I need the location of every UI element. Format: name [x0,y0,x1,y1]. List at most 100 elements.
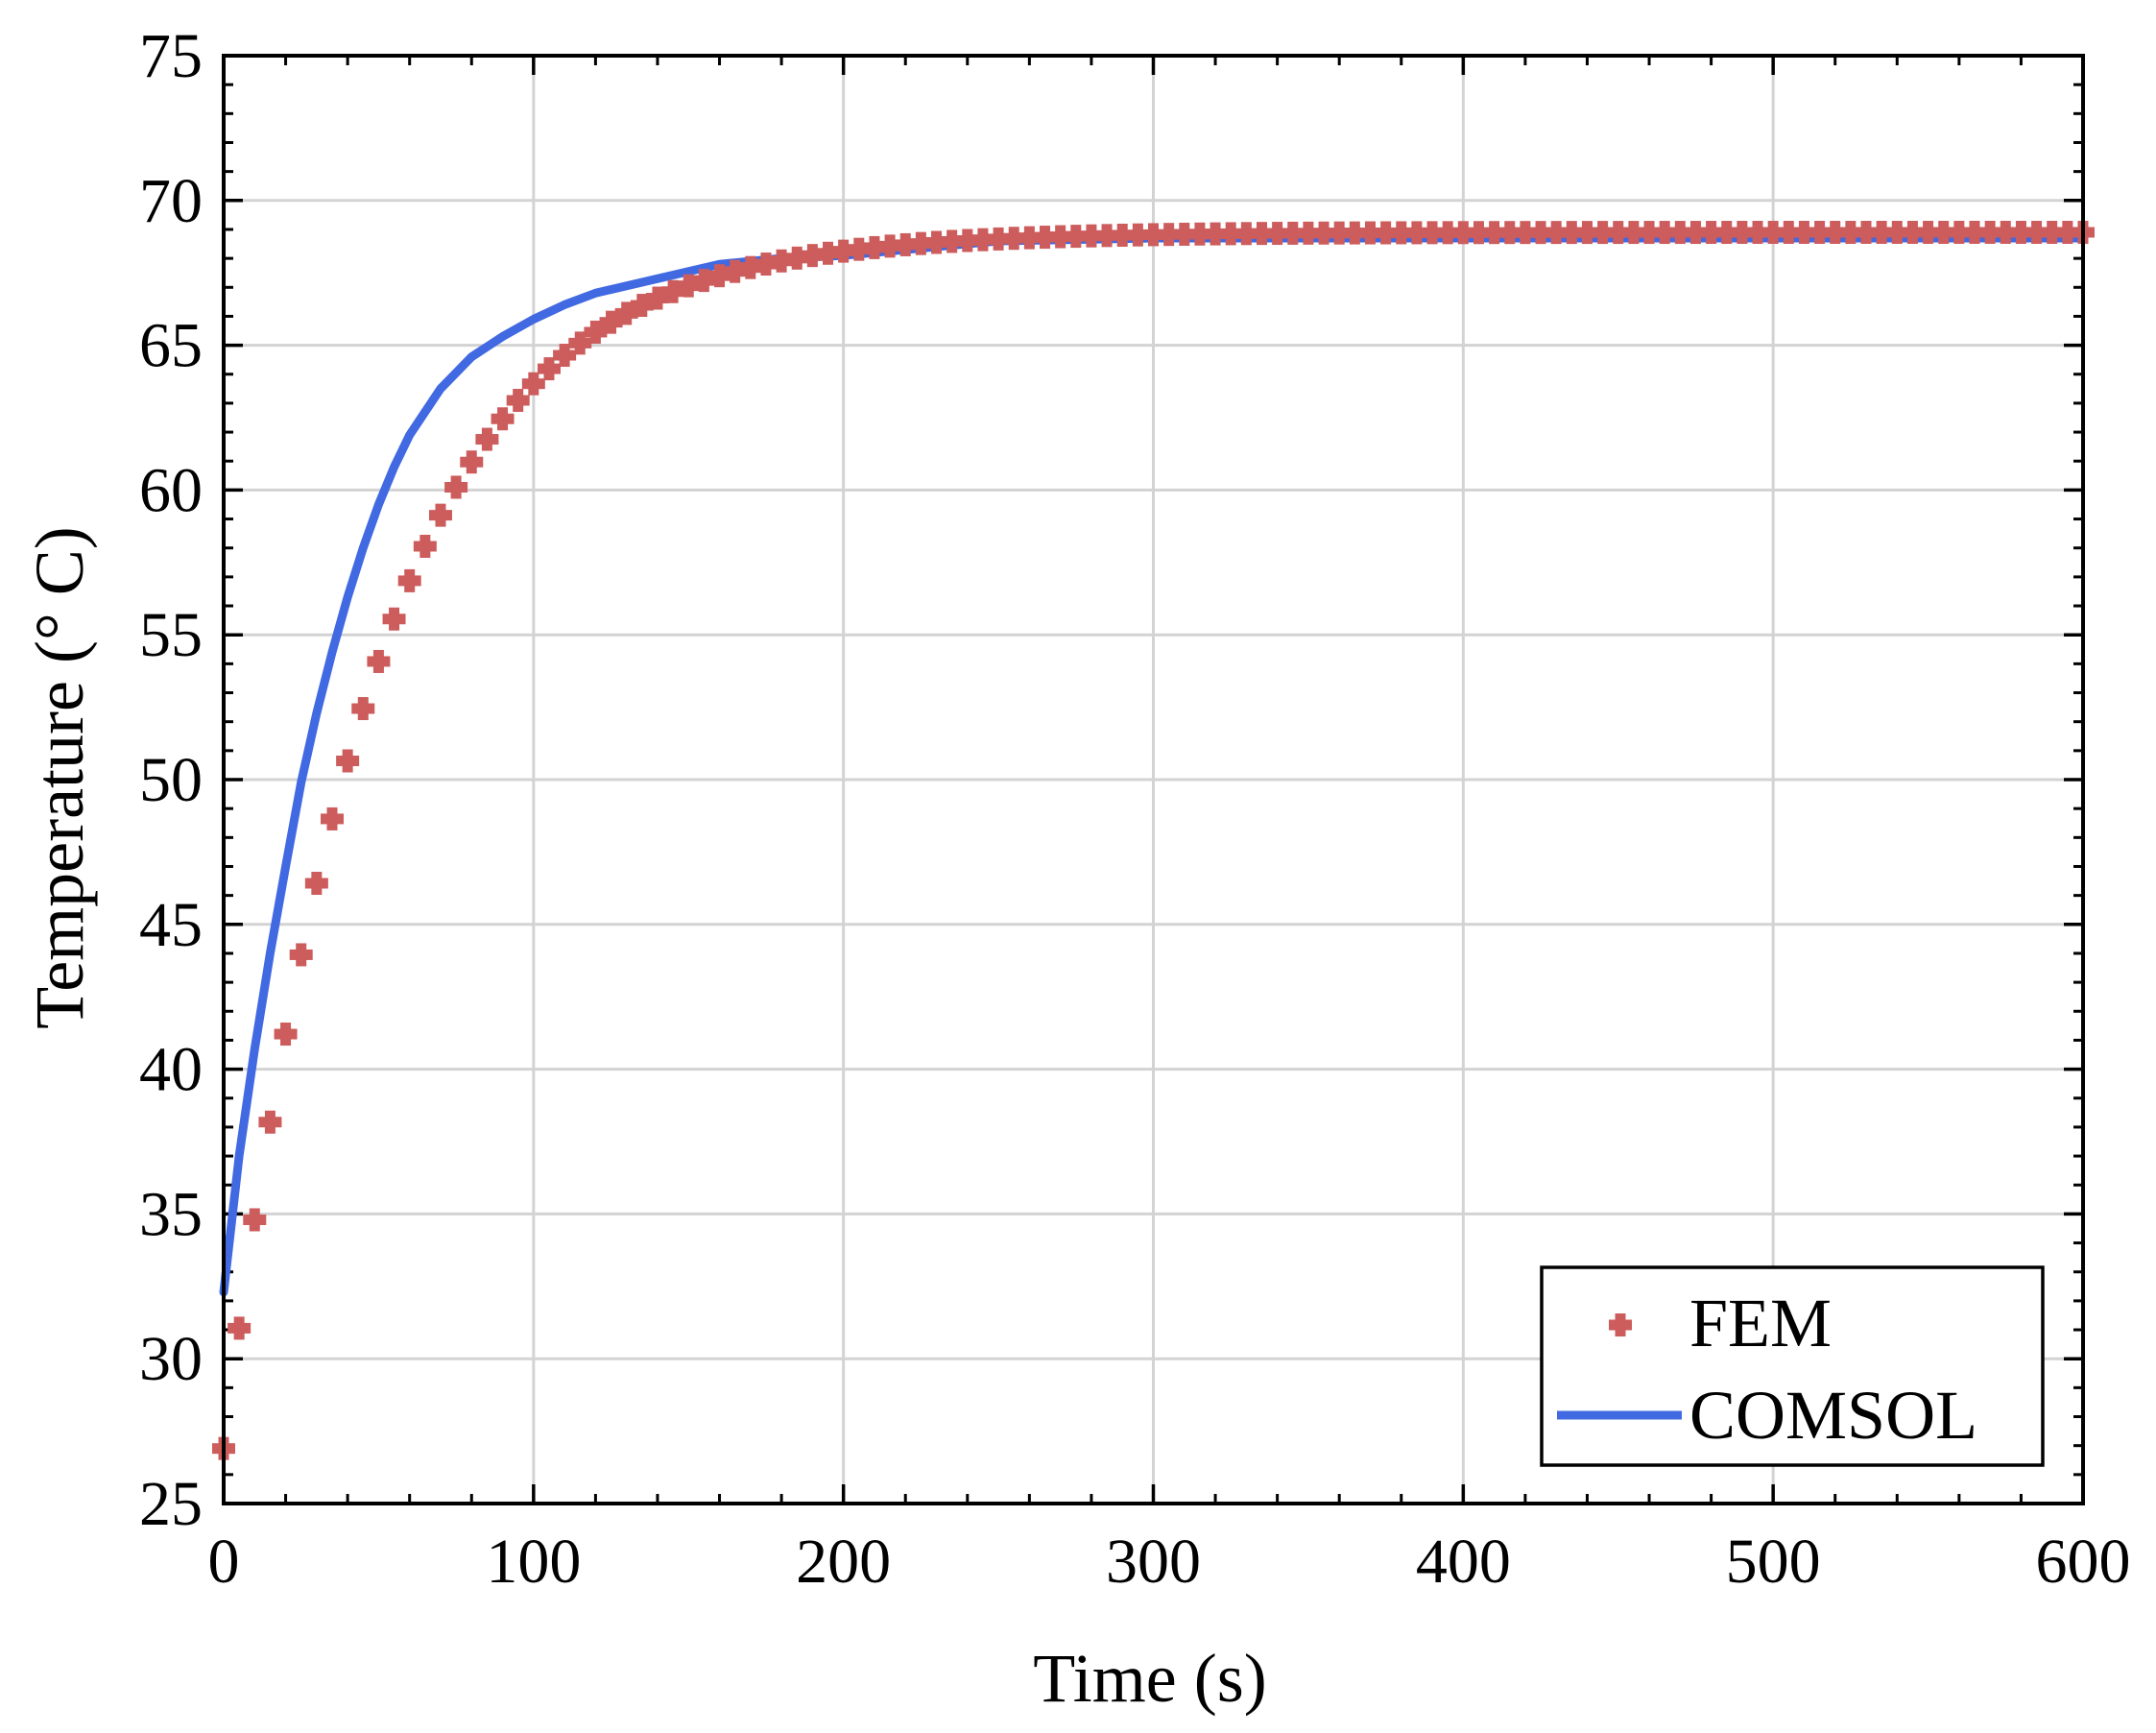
marker-bar-v [667,279,679,303]
fem-point [1111,223,1135,247]
fem-point [1931,220,1955,244]
y-tick-label: 45 [139,890,203,960]
marker-bar-v [1628,221,1640,245]
fem-point [1187,222,1211,246]
marker-bar-v [326,806,338,830]
grid [224,56,2083,1504]
x-tick-label: 100 [486,1527,581,1597]
fem-point [801,244,825,268]
marker-bar-v [1303,221,1314,245]
y-tick-label: 55 [139,600,203,670]
marker-bar-v [776,249,787,273]
fem-point [1916,220,1940,244]
fem-point [1575,221,1599,245]
marker-bar-v [1953,220,1965,244]
fem-point [1870,220,1894,244]
marker-bar-v [1737,221,1748,245]
marker-bar-v [1040,226,1051,250]
marker-bar-v [899,232,911,256]
fem-point [1482,221,1506,245]
marker-bar-v [931,230,943,254]
marker-bar-v [621,301,633,325]
marker-bar-v [1938,220,1950,244]
marker-bar-v [946,229,958,253]
x-tick-label: 300 [1106,1527,1201,1597]
marker-bar-v [1814,221,1826,245]
marker-bar-v [450,475,462,499]
marker-bar-v [589,320,601,344]
marker-bar-v [1659,221,1670,245]
fem-point [847,237,871,261]
marker-bar-v [357,697,369,721]
marker-bar-v [683,274,694,298]
fem-point [599,310,623,334]
marker-bar-v [714,264,726,288]
marker-bar-v [1333,221,1345,245]
legend-fem-marker [1609,1313,1632,1336]
marker-bar-v [296,943,307,967]
fem-point [1901,220,1925,244]
y-tick-label: 70 [139,166,203,236]
marker-bar-v [419,534,431,558]
fem-point [955,229,979,253]
marker-bar-v [1349,221,1360,245]
marker-bar-v [1442,221,1453,245]
fem-point [1668,221,1692,245]
marker-bar-v [806,244,818,268]
marker-bar-v [853,237,865,261]
marker-bar-v [1457,221,1469,245]
x-tick-label: 600 [2036,1527,2131,1597]
marker-bar-v [1411,221,1423,245]
fem-point [1204,222,1228,246]
fem-point [1234,222,1258,246]
marker-bar-v [1566,221,1577,245]
fem-point [1963,220,1987,244]
fem-point [1141,223,1165,247]
y-tick-label: 65 [139,311,203,381]
marker-bar-v [466,450,477,474]
fem-point [228,1316,252,1340]
fem-point [1761,221,1785,245]
fem-point [1467,221,1491,245]
fem-point [1885,220,1909,244]
fem-point [1343,221,1367,245]
fem-point [397,568,421,592]
marker-bar-v [1845,220,1857,244]
marker-bar-v [869,235,880,259]
marker-bar-v [977,228,989,252]
fem-point [1265,222,1289,246]
marker-bar-v [1489,221,1500,245]
x-tick-label: 0 [208,1527,240,1597]
fem-point [1545,221,1569,245]
marker-bar-v [1318,221,1330,245]
fem-point [1838,220,1862,244]
y-tick-label: 60 [139,455,203,525]
marker-bar-v [1906,220,1918,244]
fem-point [1404,221,1428,245]
marker-bar-v [838,239,850,263]
fem-point [1560,221,1584,245]
fem-point [1855,220,1879,244]
marker-bar-v [233,1316,245,1340]
fem-point [754,253,778,277]
fem-point [1606,221,1630,245]
marker-bar-v [1535,221,1546,245]
marker-bar-v [1689,221,1701,245]
fem-point [1653,221,1677,245]
fem-point [336,749,360,773]
marker-bar-v [1179,222,1190,246]
marker-bar-v [993,227,1004,251]
fem-point [475,427,499,451]
fem-point [1823,221,1847,245]
y-tick-label: 35 [139,1179,203,1249]
marker-bar-v [2062,220,2073,244]
marker-bar-v [1287,221,1299,245]
marker-bar-v [1070,225,1082,249]
fem-point [1746,221,1770,245]
marker-bar-v [1830,221,1841,245]
marker-bar-v [1721,221,1733,245]
fem-point [1389,221,1413,245]
marker-bar-v [559,344,570,368]
